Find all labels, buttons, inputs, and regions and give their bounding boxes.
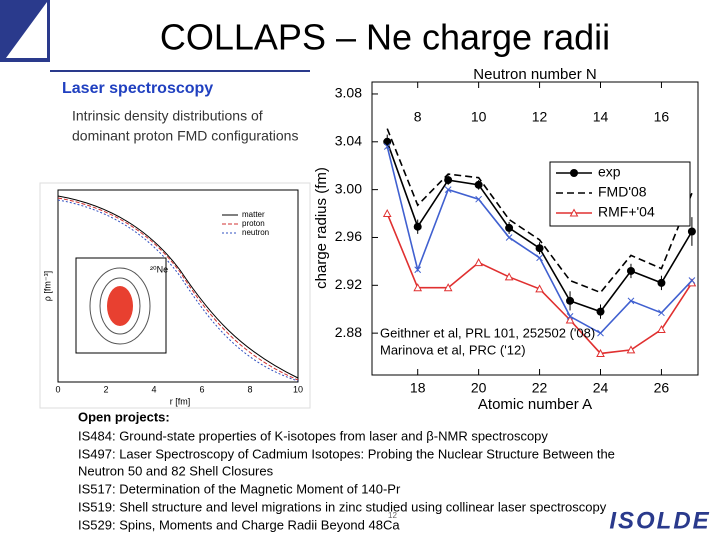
point [657, 325, 666, 334]
inset-axes [57, 189, 299, 383]
series-line [386, 128, 693, 294]
inset-figure: ²⁰Ne matter proton neutron ρ [fm⁻³] r [f… [39, 182, 311, 409]
point [475, 195, 482, 203]
point [565, 315, 575, 324]
legend-label: FMD'08 [598, 184, 647, 200]
point [626, 266, 635, 275]
point [566, 313, 574, 320]
contour [89, 267, 151, 345]
inset-legend: neutron [242, 228, 269, 237]
point [413, 222, 422, 231]
point [657, 278, 666, 287]
slide-number: 12 [388, 511, 397, 520]
point [414, 266, 422, 274]
x2-axis-label: Neutron number N [473, 66, 596, 83]
point [444, 176, 453, 185]
x2-tick-label: 12 [532, 109, 548, 125]
inset-ylabel: ρ [fm⁻³] [42, 271, 52, 301]
inset-legend: proton [242, 219, 265, 228]
reference: Geithner et al, PRL 101, 252502 ('08) [380, 325, 595, 340]
reference: Marinova et al, PRC ('12) [380, 342, 526, 357]
project-item: IS529: Spins, Moments and Charge Radii B… [78, 517, 400, 532]
inset-tick: 2 [103, 384, 108, 394]
inset-tick: 8 [247, 384, 252, 394]
inset-curve [57, 199, 299, 382]
project-item: IS519: Shell structure and level migrati… [78, 499, 607, 514]
x-tick-label: 26 [654, 380, 670, 396]
legend-label: exp [598, 164, 621, 180]
y-tick-label: 3.08 [335, 85, 362, 101]
inset-legend: matter [242, 210, 265, 219]
inset-curve [57, 195, 299, 379]
point [688, 277, 696, 284]
point [474, 258, 483, 267]
x-axis-label: Atomic number A [478, 396, 592, 413]
x-tick-label: 20 [471, 380, 487, 396]
point [382, 208, 392, 218]
project-item: IS497: Laser Spectroscopy of Cadmium Iso… [78, 446, 615, 461]
point [596, 348, 605, 357]
inset-tick: 10 [293, 384, 303, 394]
point [596, 307, 605, 316]
plot-frame [371, 81, 699, 376]
point [658, 309, 665, 317]
section-heading: Laser spectroscopy [62, 80, 213, 97]
inset-tick: 4 [151, 384, 156, 394]
point [627, 297, 635, 305]
point [687, 227, 696, 236]
inset-xlabel: r [fm] [170, 396, 191, 406]
legend-marker [570, 169, 578, 177]
y-tick-label: 2.96 [335, 228, 362, 244]
point [443, 283, 453, 292]
point [505, 234, 513, 241]
x-tick-label: 18 [410, 380, 426, 396]
caption: Intrinsic density distributions of [72, 108, 263, 124]
contour [99, 277, 141, 335]
y-tick-label: 3.00 [335, 180, 362, 196]
caption: dominant proton FMD configurations [72, 128, 298, 144]
x2-tick-label: 16 [654, 109, 670, 125]
point [444, 186, 452, 193]
project-item: IS484: Ground-state properties of K-isot… [78, 428, 548, 443]
main-chart: 2.88 2.92 2.96 3.00 3.04 3.08 18 20 22 24 26 8 10 12 1… [313, 66, 699, 413]
point [535, 244, 544, 253]
point [626, 345, 636, 354]
point [474, 180, 483, 189]
logo: ISOLDE [609, 507, 710, 534]
x2-tick-label: 14 [593, 109, 609, 125]
y-axis-label: charge radius (fm) [313, 167, 330, 289]
legend-label: RMF+'04 [598, 204, 655, 220]
project-item: Neutron 50 and 82 Shell Closures [78, 463, 274, 478]
point [413, 283, 423, 292]
density-core [107, 286, 133, 326]
point [383, 137, 392, 146]
y-tick-label: 3.04 [335, 132, 362, 148]
slide-title: COLLAPS – Ne charge radii [160, 17, 610, 58]
x2-tick-label: 8 [414, 109, 422, 125]
legend-marker [569, 208, 579, 217]
point [383, 143, 391, 150]
projects-heading: Open projects: [78, 409, 170, 424]
corner-triangle [6, 2, 47, 58]
point [535, 284, 544, 293]
point [505, 223, 514, 232]
point [566, 296, 575, 305]
point [536, 254, 543, 262]
y-tick-label: 2.92 [335, 276, 362, 292]
inset-curve [57, 197, 299, 381]
inset-tick: 0 [55, 384, 60, 394]
x-tick-label: 24 [593, 380, 609, 396]
x-tick-label: 22 [532, 380, 548, 396]
x2-tick-label: 10 [471, 109, 487, 125]
project-item: IS517: Determination of the Magnetic Mom… [78, 481, 401, 496]
y-tick-label: 2.88 [335, 324, 362, 340]
inset-tick: 6 [199, 384, 204, 394]
point [504, 272, 514, 281]
nucleus-label: ²⁰Ne [150, 264, 168, 274]
point [597, 329, 604, 337]
